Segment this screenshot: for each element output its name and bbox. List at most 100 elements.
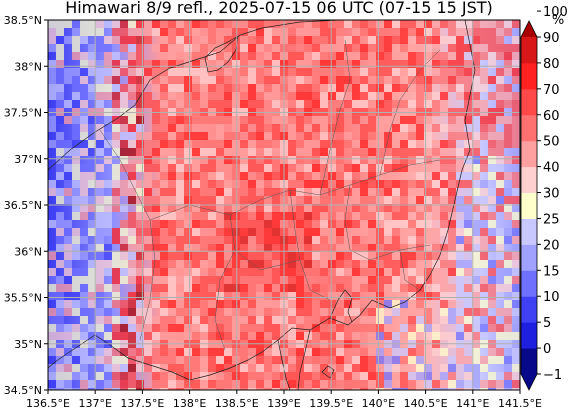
field-cell: [56, 140, 64, 148]
field-cell: [184, 172, 192, 180]
field-cell: [424, 36, 432, 44]
field-cell: [432, 332, 440, 340]
field-cell: [336, 212, 344, 220]
field-cell: [392, 28, 400, 36]
field-cell: [184, 180, 192, 188]
field-cell: [392, 76, 400, 84]
field-cell: [376, 20, 384, 28]
field-cell: [240, 380, 248, 388]
field-cell: [136, 324, 144, 332]
field-cell: [120, 300, 128, 308]
field-cell: [336, 52, 344, 60]
field-cell: [248, 356, 256, 364]
field-cell: [176, 212, 184, 220]
field-cell: [376, 124, 384, 132]
field-cell: [368, 44, 376, 52]
field-cell: [296, 300, 304, 308]
field-cell: [408, 68, 416, 76]
field-cell: [72, 172, 80, 180]
field-cell: [264, 28, 272, 36]
field-cell: [160, 388, 168, 390]
field-cell: [464, 292, 472, 300]
field-cell: [432, 36, 440, 44]
field-cell: [192, 380, 200, 388]
field-cell: [216, 180, 224, 188]
field-cell: [152, 44, 160, 52]
field-cell: [336, 188, 344, 196]
field-cell: [320, 140, 328, 148]
field-cell: [376, 276, 384, 284]
field-cell: [496, 196, 504, 204]
field-cell: [464, 28, 472, 36]
field-cell: [248, 380, 256, 388]
field-cell: [352, 252, 360, 260]
field-cell: [232, 324, 240, 332]
field-cell: [392, 124, 400, 132]
field-cell: [456, 84, 464, 92]
field-cell: [376, 140, 384, 148]
field-cell: [320, 284, 328, 292]
map-panel: 136.5°E 137°E 137.5°E 138°E 138.5°E 139°E 139.…: [4, 14, 542, 409]
field-cell: [128, 244, 136, 252]
field-cell: [352, 36, 360, 44]
field-cell: [416, 84, 424, 92]
field-cell: [232, 220, 240, 228]
field-cell: [448, 172, 456, 180]
field-cell: [360, 196, 368, 204]
field-cell: [96, 228, 104, 236]
field-cell: [312, 244, 320, 252]
field-cell: [304, 20, 312, 28]
field-cell: [200, 292, 208, 300]
field-cell: [320, 364, 328, 372]
field-cell: [88, 244, 96, 252]
field-cell: [200, 284, 208, 292]
field-cell: [160, 316, 168, 324]
field-cell: [344, 244, 352, 252]
field-cell: [128, 388, 136, 390]
field-cell: [392, 308, 400, 316]
field-cell: [168, 68, 176, 76]
field-cell: [232, 300, 240, 308]
field-cell: [152, 76, 160, 84]
field-cell: [48, 268, 56, 276]
field-cell: [168, 388, 176, 390]
field-cell: [432, 252, 440, 260]
field-cell: [48, 140, 56, 148]
field-cell: [328, 356, 336, 364]
field-cell: [264, 188, 272, 196]
field-cell: [224, 52, 232, 60]
field-cell: [288, 164, 296, 172]
field-cell: [272, 148, 280, 156]
field-cell: [64, 140, 72, 148]
field-cell: [168, 44, 176, 52]
field-cell: [176, 44, 184, 52]
field-cell: [168, 180, 176, 188]
field-cell: [472, 332, 480, 340]
field-cell: [432, 244, 440, 252]
field-cell: [160, 364, 168, 372]
field-cell: [240, 52, 248, 60]
field-cell: [376, 68, 384, 76]
field-cell: [504, 324, 512, 332]
colorbar-segment: [521, 244, 537, 271]
field-cell: [208, 324, 216, 332]
field-cell: [360, 76, 368, 84]
field-cell: [392, 220, 400, 228]
field-cell: [216, 148, 224, 156]
field-cell: [312, 284, 320, 292]
field-cell: [392, 372, 400, 380]
field-cell: [72, 228, 80, 236]
field-cell: [400, 388, 408, 390]
field-cell: [216, 324, 224, 332]
field-cell: [488, 148, 496, 156]
field-cell: [200, 356, 208, 364]
field-cell: [288, 180, 296, 188]
field-cell: [200, 252, 208, 260]
field-cell: [184, 100, 192, 108]
field-cell: [192, 100, 200, 108]
field-cell: [512, 300, 520, 308]
field-cell: [360, 284, 368, 292]
field-cell: [88, 356, 96, 364]
field-cell: [160, 100, 168, 108]
field-cell: [504, 356, 512, 364]
